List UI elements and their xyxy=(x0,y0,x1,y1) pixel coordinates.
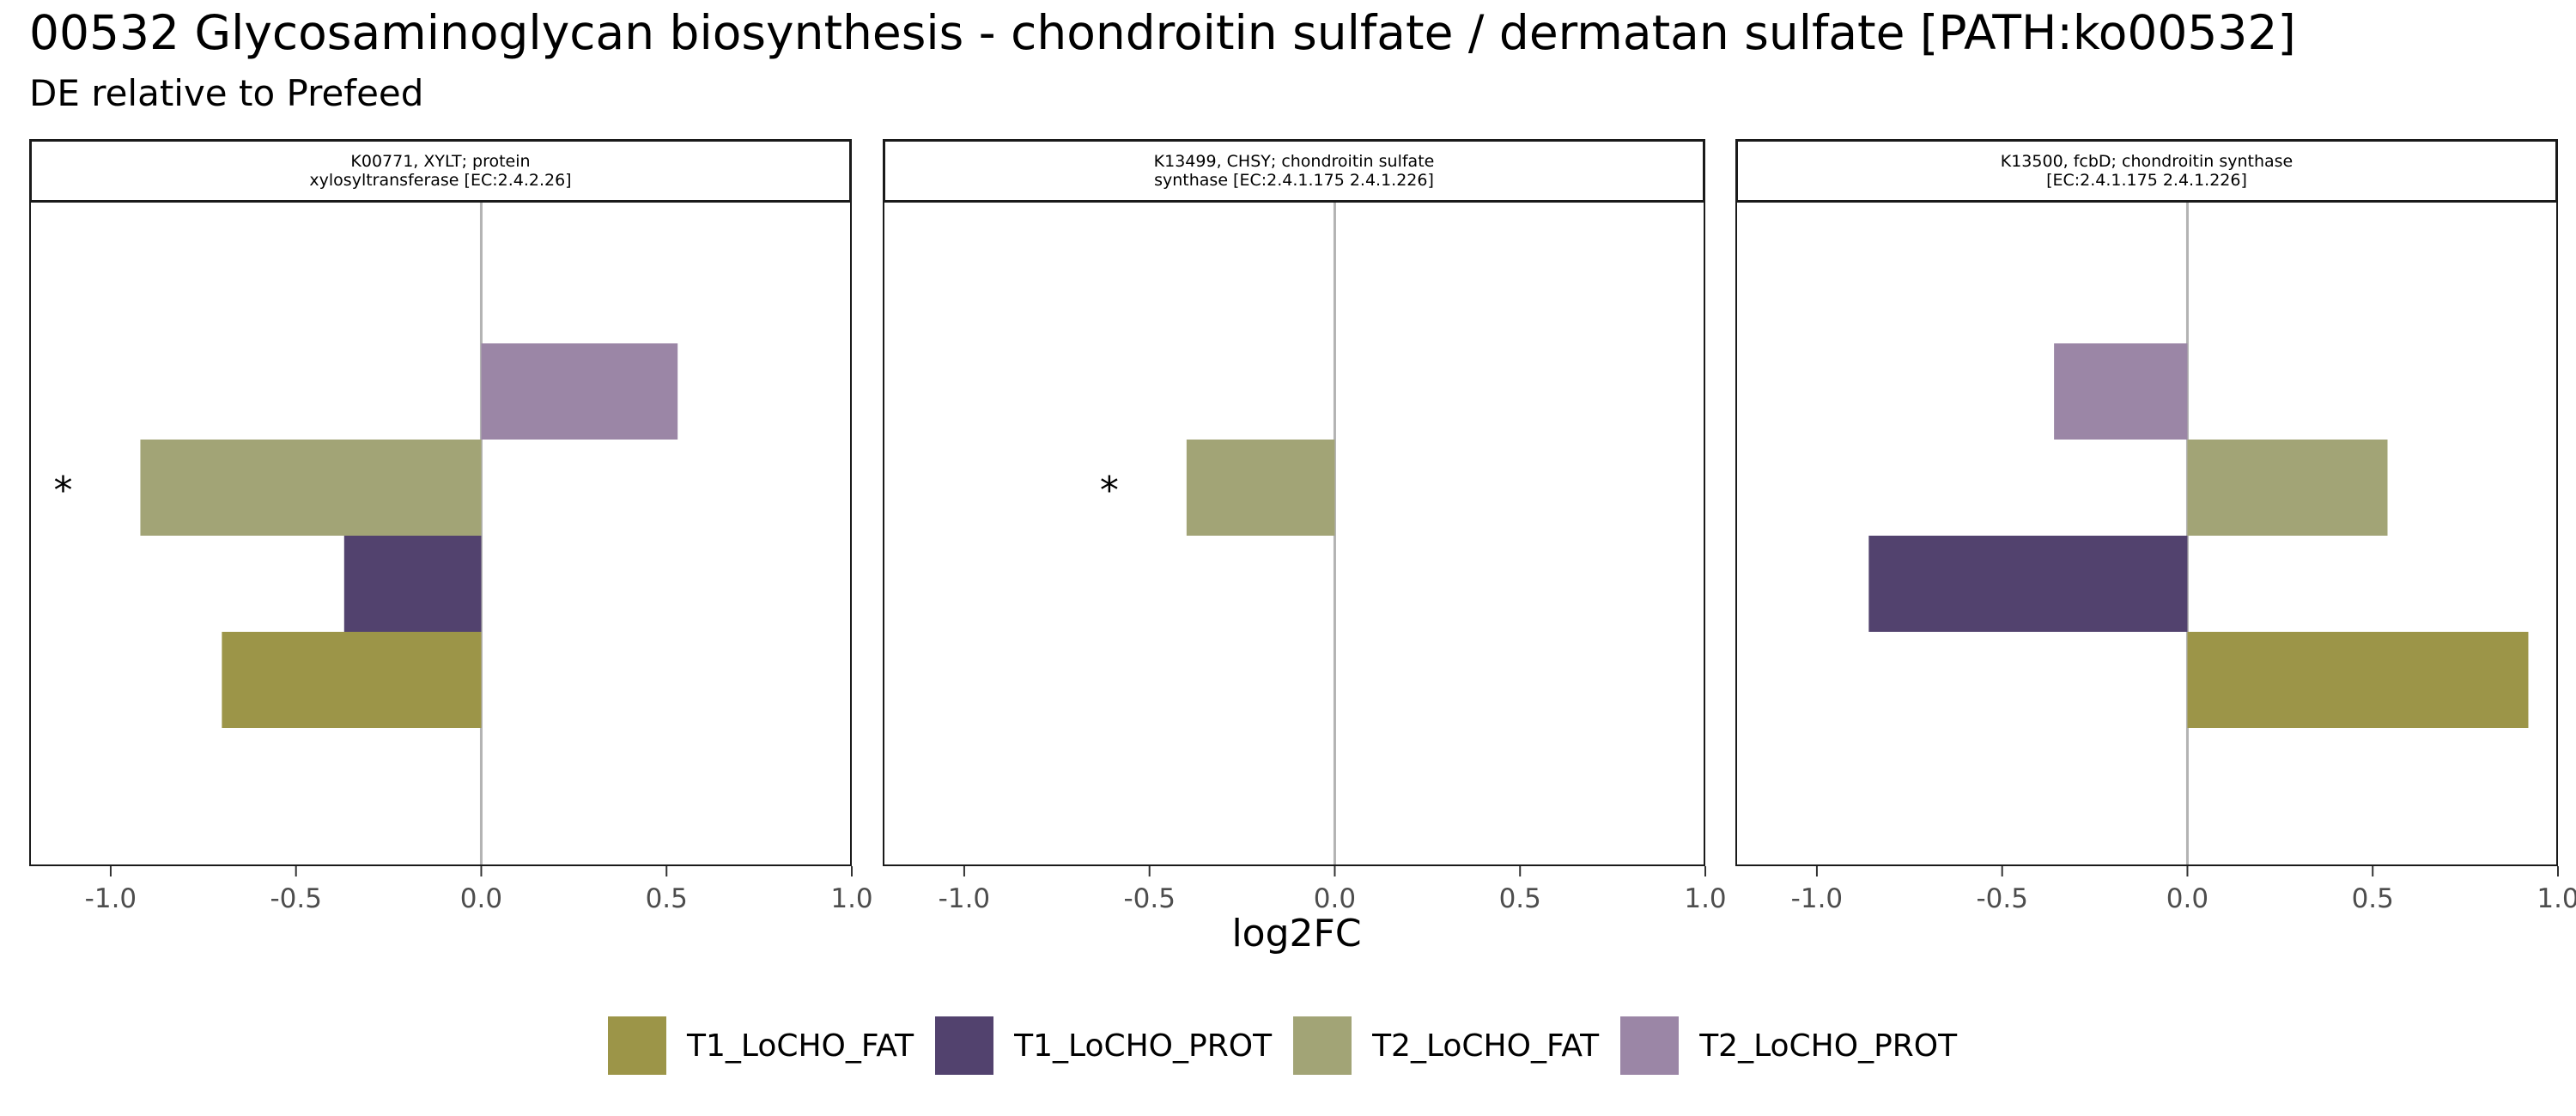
x-tick-label-panel-3-1: -0.5 xyxy=(1976,883,2028,914)
bar-panel-3-t1-locho-fat xyxy=(2187,632,2529,728)
facet-strip-2-line-1: K13499, CHSY; chondroitin sulfate xyxy=(1153,152,1435,171)
legend-label-t2-locho-prot: T2_LoCHO_PROT xyxy=(1699,1028,1958,1064)
x-tick-label-panel-2-4: 1.0 xyxy=(1684,883,1726,914)
legend-swatch-t1-locho-prot xyxy=(935,1016,994,1075)
facet-strip-3: K13500, fcbD; chondroitin synthase [EC:2… xyxy=(1735,139,2558,203)
facet-strip-1-line-2: xylosyltransferase [EC:2.4.2.26] xyxy=(309,171,572,190)
x-tick-label-panel-1-4: 1.0 xyxy=(830,883,872,914)
bar-panel-1-t1-locho-prot xyxy=(343,536,482,632)
bar-panel-3-t2-locho-fat xyxy=(2187,440,2388,536)
x-tick-label-panel-1-0: -1.0 xyxy=(85,883,137,914)
legend-swatch-t2-locho-fat xyxy=(1293,1016,1352,1075)
x-tick-label-panel-3-0: -1.0 xyxy=(1791,883,1844,914)
legend-label-t1-locho-fat: T1_LoCHO_FAT xyxy=(687,1028,914,1064)
panel-frame-2 xyxy=(883,203,1705,866)
facet-strip-1: K00771, XYLT; protein xylosyltransferase… xyxy=(29,139,852,203)
x-axis-label: log2FC xyxy=(1231,912,1362,955)
bar-panel-1-t1-locho-fat xyxy=(222,632,482,728)
facet-strip-3-line-2: [EC:2.4.1.175 2.4.1.226] xyxy=(2046,171,2247,190)
bar-panel-3-t1-locho-prot xyxy=(1868,536,2188,632)
bar-panel-3-t2-locho-prot xyxy=(2054,343,2188,440)
x-tick-label-panel-2-1: -0.5 xyxy=(1123,883,1176,914)
legend-swatch-t2-locho-prot xyxy=(1620,1016,1680,1075)
legend-item-t1-locho-prot: T1_LoCHO_PROT xyxy=(935,1016,1272,1075)
panel-frame-1 xyxy=(29,203,852,866)
legend-item-t2-locho-fat: T2_LoCHO_FAT xyxy=(1293,1016,1599,1075)
bar-panel-1-t2-locho-prot xyxy=(481,343,678,440)
x-tick-label-panel-1-1: -0.5 xyxy=(270,883,322,914)
x-tick-label-panel-3-2: 0.0 xyxy=(2166,883,2208,914)
chart-subtitle: DE relative to Prefeed xyxy=(29,72,424,114)
legend-item-t1-locho-fat: T1_LoCHO_FAT xyxy=(608,1016,914,1075)
x-tick-label-panel-3-4: 1.0 xyxy=(2537,883,2576,914)
x-tick-label-panel-3-3: 0.5 xyxy=(2352,883,2394,914)
legend-label-t2-locho-fat: T2_LoCHO_FAT xyxy=(1372,1028,1600,1064)
significance-marker-panel-1: * xyxy=(53,469,72,513)
panel-frame-3 xyxy=(1735,203,2558,866)
legend-item-t2-locho-prot: T2_LoCHO_PROT xyxy=(1620,1016,1957,1075)
bar-panel-2-t2-locho-fat xyxy=(1186,440,1335,536)
chart-title: 00532 Glycosaminoglycan biosynthesis - c… xyxy=(29,5,2296,60)
facet-strip-2: K13499, CHSY; chondroitin sulfate syntha… xyxy=(883,139,1705,203)
x-tick-label-panel-1-2: 0.0 xyxy=(460,883,502,914)
x-tick-label-panel-2-0: -1.0 xyxy=(939,883,991,914)
significance-marker-panel-2: * xyxy=(1100,469,1119,513)
facet-strip-1-line-1: K00771, XYLT; protein xyxy=(350,152,531,171)
legend-swatch-t1-locho-fat xyxy=(608,1016,666,1075)
facet-strip-2-line-2: synthase [EC:2.4.1.175 2.4.1.226] xyxy=(1154,171,1434,190)
legend-label-t1-locho-prot: T1_LoCHO_PROT xyxy=(1014,1028,1273,1064)
x-tick-label-panel-2-3: 0.5 xyxy=(1499,883,1541,914)
bar-panel-1-t2-locho-fat xyxy=(140,440,482,536)
x-tick-label-panel-2-2: 0.0 xyxy=(1314,883,1356,914)
facet-strip-3-line-1: K13500, fcbD; chondroitin synthase xyxy=(2000,152,2293,171)
chart-plot-area: * -1.0 -0.5 0.0 0.5 1.0 * -1.0 -0.5 0.0 0.5 1.0 -1.0… xyxy=(53,203,2576,914)
x-tick-label-panel-1-3: 0.5 xyxy=(646,883,688,914)
legend: T1_LoCHO_FAT T1_LoCHO_PROT T2_LoCHO_FAT … xyxy=(608,1016,1978,1075)
